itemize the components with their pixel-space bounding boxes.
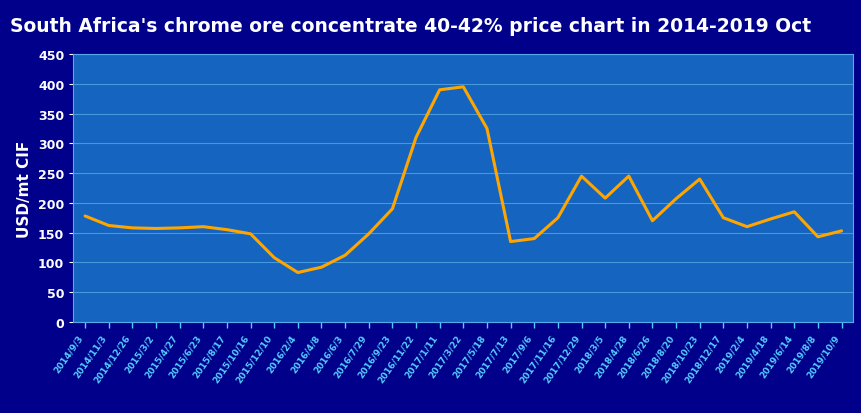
- Y-axis label: USD/mt CIF: USD/mt CIF: [17, 140, 33, 237]
- Text: South Africa's chrome ore concentrate 40-42% price chart in 2014-2019 Oct: South Africa's chrome ore concentrate 40…: [10, 17, 810, 36]
